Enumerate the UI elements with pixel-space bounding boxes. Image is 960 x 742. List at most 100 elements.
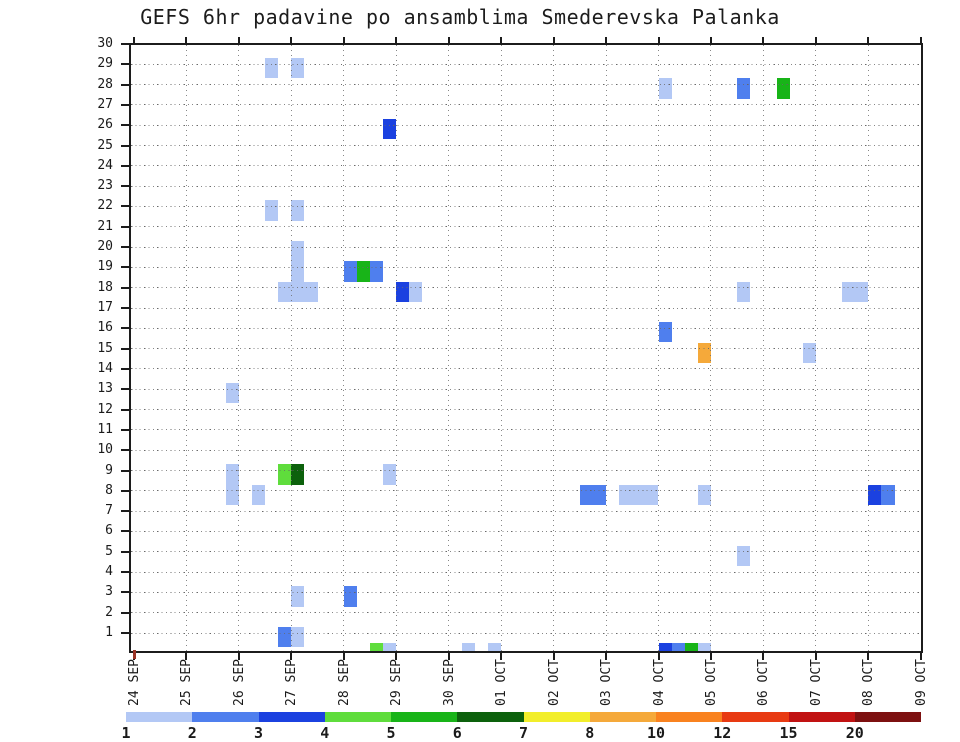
- x-axis-date-label: 27 SEP: [284, 659, 300, 706]
- precip-cell: [658, 78, 672, 99]
- y-axis-tick: [121, 63, 131, 66]
- x-axis-top-tick: [657, 37, 660, 43]
- precip-cell: [461, 642, 475, 651]
- y-axis-label: 4: [105, 564, 113, 580]
- x-axis-tick: [814, 653, 817, 660]
- precip-cell: [291, 58, 305, 79]
- day-gridline: [290, 45, 292, 651]
- y-axis-tick: [121, 632, 131, 634]
- y-axis-tick: [121, 164, 131, 167]
- precip-cell: [409, 281, 423, 302]
- precip-cell: [697, 342, 711, 363]
- member-gridline: [131, 470, 921, 472]
- y-axis-label: 1: [105, 625, 113, 640]
- day-gridline: [658, 45, 659, 651]
- precip-cell: [383, 642, 397, 651]
- x-axis-date-label: 02 OCT: [546, 659, 562, 706]
- y-axis-label: 6: [105, 523, 113, 539]
- y-axis-label: 21: [97, 218, 113, 234]
- precip-cell: [396, 281, 410, 302]
- x-axis-top-tick: [185, 37, 188, 43]
- member-gridline: [131, 429, 921, 431]
- day-gridline: [185, 45, 187, 651]
- y-axis-label: 14: [97, 360, 113, 376]
- day-gridline: [815, 45, 817, 651]
- chart-title: GEFS 6hr padavine po ansamblima Smederev…: [140, 5, 780, 29]
- x-axis-date-label: 06 OCT: [756, 659, 772, 706]
- legend-value-label: 1: [121, 724, 131, 742]
- precip-cell: [842, 281, 856, 302]
- x-axis-top-tick: [919, 37, 922, 43]
- member-gridline: [131, 104, 921, 106]
- x-axis-tick: [709, 653, 712, 660]
- x-axis-date-label: 08 OCT: [861, 659, 877, 706]
- legend-value-label: 7: [518, 724, 529, 742]
- x-axis-top-tick: [342, 37, 345, 43]
- precip-cell: [855, 281, 869, 302]
- y-axis-label: 27: [97, 96, 113, 112]
- precip-cell: [488, 642, 502, 651]
- x-axis-tick: [290, 653, 293, 660]
- legend-color-segment: [722, 712, 789, 722]
- day-gridline: [500, 45, 502, 651]
- member-gridline: [131, 145, 921, 147]
- member-gridline: [131, 632, 921, 634]
- member-gridline: [131, 185, 921, 187]
- x-axis-date-label: 28 SEP: [336, 659, 352, 706]
- precip-cell: [737, 78, 751, 99]
- x-axis-top-tick: [395, 37, 398, 43]
- y-axis-tick: [121, 611, 131, 614]
- precip-cell: [645, 484, 659, 505]
- member-gridline: [131, 165, 921, 167]
- y-axis-label: 22: [97, 198, 113, 214]
- y-axis-label: 17: [97, 300, 113, 316]
- x-axis-tick: [395, 653, 398, 660]
- member-gridline: [131, 490, 921, 492]
- day-gridline: [553, 45, 555, 651]
- legend-color-segment: [523, 712, 590, 722]
- y-axis-tick: [121, 469, 131, 472]
- day-gridline: [762, 45, 764, 651]
- x-axis-date-label: 30 SEP: [441, 659, 457, 706]
- member-gridline: [131, 287, 921, 289]
- member-gridline: [131, 226, 921, 228]
- y-axis-tick: [121, 388, 131, 391]
- y-axis-tick: [121, 550, 131, 553]
- y-axis-tick: [121, 43, 131, 45]
- y-axis-label: 5: [105, 543, 113, 559]
- y-axis-label: 9: [105, 462, 113, 478]
- member-gridline: [131, 510, 921, 512]
- precip-cell: [868, 484, 882, 505]
- day-gridline: [867, 45, 869, 651]
- legend-value-label: 15: [779, 724, 798, 742]
- day-gridline: [605, 45, 607, 651]
- member-gridline: [131, 327, 921, 329]
- precip-cell: [291, 281, 305, 302]
- x-axis-date-label: 01 OCT: [494, 659, 510, 706]
- x-axis-top-tick: [447, 37, 450, 43]
- y-axis-tick: [121, 347, 131, 350]
- x-axis-date-label: 24 SEP: [127, 659, 142, 706]
- member-gridline: [131, 124, 921, 126]
- legend-color-segment: [192, 712, 259, 722]
- precip-cell: [356, 261, 371, 282]
- member-gridline: [131, 307, 921, 309]
- y-axis-tick: [121, 510, 131, 513]
- y-axis-label: 15: [97, 340, 113, 356]
- precip-cell: [265, 200, 279, 221]
- legend-color-segment: [589, 712, 656, 722]
- y-axis-tick: [121, 428, 131, 431]
- x-axis-date-label: 05 OCT: [703, 659, 719, 706]
- x-axis-top-tick: [709, 37, 712, 43]
- precip-cell: [291, 464, 305, 485]
- x-axis-date-label: 04 OCT: [651, 659, 667, 706]
- legend-value-label: 12: [713, 724, 732, 742]
- member-gridline: [131, 63, 921, 65]
- x-axis-top-tick: [237, 37, 240, 43]
- day-gridline: [448, 45, 450, 651]
- precip-cell: [881, 484, 895, 505]
- precip-cell: [370, 261, 384, 282]
- x-axis-tick: [762, 653, 765, 660]
- precip-cell: [684, 642, 698, 651]
